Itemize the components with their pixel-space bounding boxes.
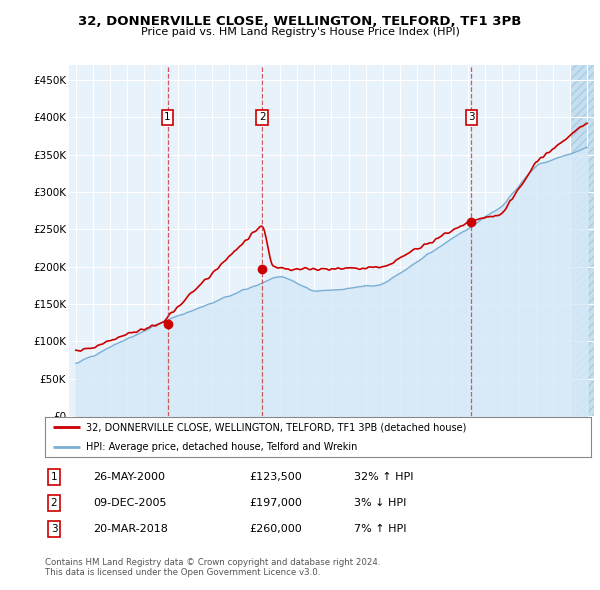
Text: Price paid vs. HM Land Registry's House Price Index (HPI): Price paid vs. HM Land Registry's House … [140,27,460,37]
Text: 3: 3 [468,112,475,122]
Text: 2: 2 [50,498,58,507]
Text: 2: 2 [259,112,265,122]
Text: 32% ↑ HPI: 32% ↑ HPI [354,472,413,481]
Text: 7% ↑ HPI: 7% ↑ HPI [354,524,407,533]
Text: £260,000: £260,000 [249,524,302,533]
Text: 3% ↓ HPI: 3% ↓ HPI [354,498,406,507]
Text: 32, DONNERVILLE CLOSE, WELLINGTON, TELFORD, TF1 3PB: 32, DONNERVILLE CLOSE, WELLINGTON, TELFO… [79,15,521,28]
Text: Contains HM Land Registry data © Crown copyright and database right 2024.
This d: Contains HM Land Registry data © Crown c… [45,558,380,577]
Text: 09-DEC-2005: 09-DEC-2005 [93,498,167,507]
Text: HPI: Average price, detached house, Telford and Wrekin: HPI: Average price, detached house, Telf… [86,442,358,452]
Text: £197,000: £197,000 [249,498,302,507]
Text: 1: 1 [50,472,58,481]
Text: 1: 1 [164,112,171,122]
Bar [570,65,594,416]
Text: 26-MAY-2000: 26-MAY-2000 [93,472,165,481]
Text: 32, DONNERVILLE CLOSE, WELLINGTON, TELFORD, TF1 3PB (detached house): 32, DONNERVILLE CLOSE, WELLINGTON, TELFO… [86,422,466,432]
Text: 3: 3 [50,524,58,533]
Text: £123,500: £123,500 [249,472,302,481]
Text: 20-MAR-2018: 20-MAR-2018 [93,524,168,533]
